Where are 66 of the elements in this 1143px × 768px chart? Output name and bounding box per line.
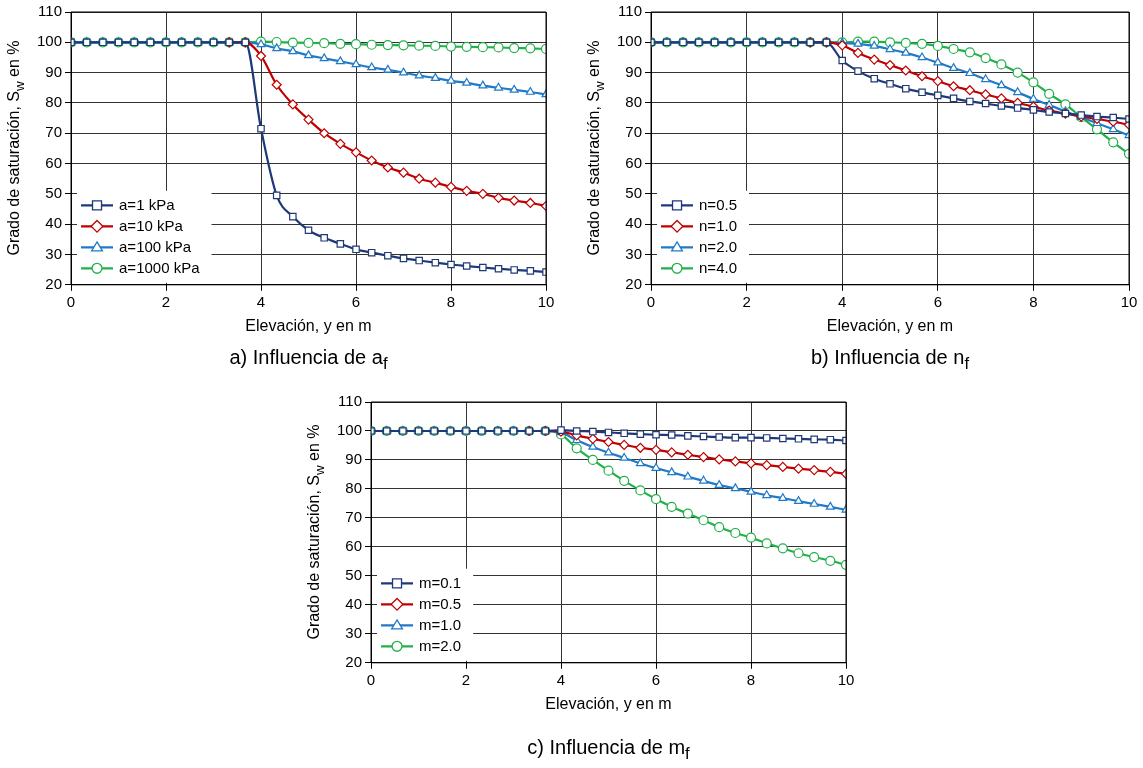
legend-label: n=0.5 [699,196,737,214]
x-tick-label: 10 [1120,292,1138,310]
legend-label: a=1 kPa [119,196,176,214]
y-tick-label: 40 [625,214,643,232]
text: c) Influencia de m$_{f}$ [527,736,690,764]
y-tick-label: 110 [38,2,63,20]
x-tick-label: 4 [838,292,847,310]
legend-label: m=0.5 [419,595,462,613]
y-tick-label: 40 [45,214,63,232]
x-axis-title: Elevación, y en m [545,694,672,712]
legend-label: a=10 kPa [119,217,184,235]
text: a) Influencia de a$_{f}$ [229,346,388,374]
y-tick-label: 30 [345,623,363,641]
y-tick-label: 100 [617,32,643,50]
y-tick-label: 20 [345,652,363,670]
x-axis-title: Elevación, y en m [826,316,954,334]
y-tick-label: 110 [618,2,643,20]
y-tick-label: 70 [625,123,643,141]
x-tick-label: 8 [1029,292,1038,310]
x-axis-title: Elevación, y en m [245,316,372,334]
x-tick-label: 10 [537,292,555,310]
y-tick-label: 60 [625,153,643,171]
y-tick-label: 110 [338,392,363,410]
y-tick-label: 100 [337,421,363,439]
legend-label: m=1.0 [419,616,462,634]
y-tick-label: 60 [345,537,363,555]
x-tick-label: 10 [837,670,855,688]
x-tick-label: 8 [746,670,756,688]
legend-label: n=4.0 [699,259,737,277]
y-tick-label: 70 [45,123,63,141]
x-tick-label: 0 [646,292,656,310]
x-tick-label: 6 [651,670,661,688]
text: b) Influencia de n$_{f}$ [810,346,970,374]
x-tick-label: 8 [446,292,456,310]
y-tick-label: 50 [625,184,643,202]
y-tick-label: 20 [45,274,63,292]
y-tick-label: 50 [345,566,363,584]
y-tick-label: 60 [45,153,63,171]
y-tick-label: 20 [625,274,643,292]
y-tick-label: 100 [37,32,63,50]
x-tick-label: 2 [742,292,751,310]
y-tick-label: 80 [625,93,643,111]
x-tick-label: 2 [461,670,471,688]
x-tick-label: 0 [66,292,76,310]
y-tick-label: 90 [45,62,63,80]
x-tick-label: 0 [366,670,376,688]
legend-label: n=2.0 [699,238,737,256]
legend-label: m=2.0 [419,637,462,655]
x-tick-label: 2 [161,292,171,310]
y-tick-label: 80 [45,93,63,111]
legend-label: a=1000 kPa [119,259,201,277]
y-tick-label: 90 [625,62,643,80]
legend-label: m=0.1 [419,574,462,592]
y-tick-label: 70 [345,508,363,526]
y-tick-label: 30 [625,244,643,262]
legend-label: n=1.0 [699,217,737,235]
legend-label: a=100 kPa [119,238,192,256]
y-tick-label: 40 [345,594,363,612]
x-tick-label: 6 [933,292,942,310]
y-tick-label: 90 [345,450,363,468]
x-tick-label: 4 [556,670,566,688]
y-tick-label: 30 [45,244,63,262]
y-tick-label: 50 [45,184,63,202]
x-tick-label: 6 [351,292,361,310]
x-tick-label: 4 [256,292,266,310]
y-tick-label: 80 [345,479,363,497]
